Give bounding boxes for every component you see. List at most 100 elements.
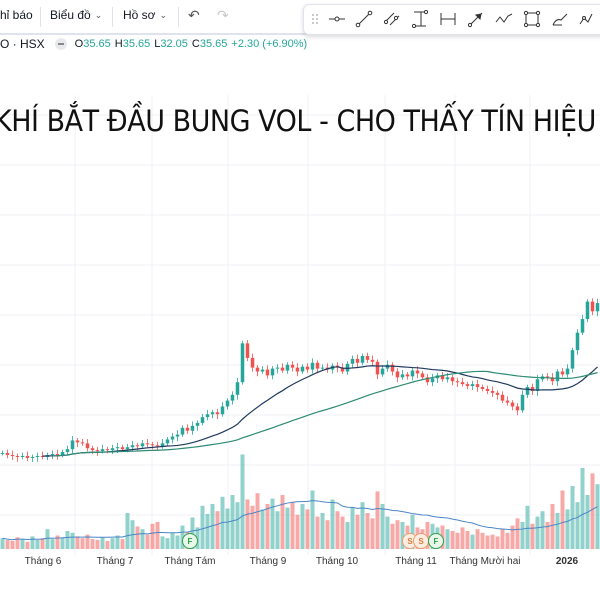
- volume-bar: [115, 535, 120, 549]
- path-icon[interactable]: [494, 10, 514, 28]
- volume-bar: [530, 523, 535, 549]
- candle-body: [555, 371, 560, 382]
- volume-bar: [535, 516, 540, 549]
- candle-body: [270, 368, 275, 376]
- candle-body: [200, 417, 205, 423]
- volume-bar: [165, 538, 170, 549]
- financial-event-marker[interactable]: F: [428, 533, 444, 549]
- price-range-icon[interactable]: [410, 9, 430, 29]
- close-value: 35.65: [199, 38, 228, 50]
- volume-bar: [545, 522, 550, 549]
- open-label: O: [74, 38, 84, 50]
- volume-bar: [520, 522, 525, 549]
- price-chart[interactable]: [0, 55, 600, 555]
- trend-line-icon[interactable]: [354, 10, 374, 28]
- candle-body: [400, 374, 405, 378]
- candle-body: [305, 366, 310, 370]
- profile-menu[interactable]: Hồ sơ ⌄: [123, 8, 167, 22]
- volume-bar: [140, 529, 145, 549]
- volume-bar: [575, 502, 580, 549]
- candle-body: [390, 364, 395, 372]
- symbol-name[interactable]: O · HSX: [0, 37, 45, 51]
- candle-body: [115, 447, 120, 449]
- volume-bar: [5, 540, 10, 549]
- candle-body: [130, 445, 135, 448]
- time-axis-label: 2026: [555, 556, 579, 567]
- rectangle-icon[interactable]: [522, 10, 542, 28]
- volume-bar: [280, 495, 285, 549]
- candle-body: [495, 392, 500, 395]
- indicators-menu[interactable]: hỉ báo: [0, 8, 33, 22]
- date-range-icon[interactable]: [438, 10, 458, 28]
- candle-body: [510, 402, 515, 407]
- candle-body: [320, 367, 325, 369]
- indicators-label: hỉ báo: [0, 8, 33, 22]
- parallel-channel-icon[interactable]: [382, 10, 402, 28]
- collapse-icon[interactable]: [54, 38, 67, 50]
- volume-bar: [155, 522, 160, 549]
- candle-body: [395, 371, 400, 378]
- volume-bar: [265, 504, 270, 549]
- volume-bar: [0, 538, 5, 549]
- chevron-down-icon: ⌄: [94, 9, 103, 20]
- candle-body: [420, 373, 425, 378]
- brush-icon[interactable]: [550, 10, 570, 28]
- candle-body: [5, 453, 10, 455]
- volume-bar: [105, 540, 110, 549]
- volume-bar: [80, 538, 85, 549]
- candle-body: [425, 377, 430, 383]
- horizontal-ray-icon[interactable]: [327, 10, 347, 28]
- volume-bar: [355, 514, 360, 549]
- volume-bar: [345, 522, 350, 549]
- candle-body: [15, 455, 20, 457]
- volume-bar: [325, 520, 330, 549]
- candle-body: [180, 427, 185, 435]
- volume-bar: [55, 535, 60, 549]
- candle-body: [370, 359, 375, 362]
- chart-menu[interactable]: Biểu đồ ⌄: [50, 8, 102, 22]
- chart-menu-label: Biểu đồ: [50, 8, 91, 22]
- low-value: 32.05: [160, 38, 188, 50]
- volume-bar: [410, 514, 415, 549]
- ma-short-line: [42, 365, 598, 457]
- split-event-marker[interactable]: S: [413, 533, 429, 549]
- volume-bar: [95, 540, 100, 549]
- arrow-icon[interactable]: [466, 10, 486, 28]
- volume-bar: [390, 523, 395, 549]
- volume-bar: [375, 491, 380, 549]
- volume-bar: [320, 513, 325, 549]
- candle-body: [80, 442, 85, 444]
- volume-bar: [485, 535, 490, 549]
- candle-body: [585, 301, 590, 320]
- undo-icon[interactable]: ↶: [188, 7, 200, 23]
- volume-bar: [215, 511, 220, 549]
- candle-body: [245, 343, 250, 358]
- time-axis-label: Tháng 11: [395, 556, 437, 567]
- volume-bar: [210, 504, 215, 549]
- drawing-toolbar: [303, 4, 600, 35]
- drag-handle-icon[interactable]: [306, 10, 326, 28]
- volume-bar: [310, 490, 315, 549]
- candle-body: [380, 368, 385, 375]
- candle-body: [155, 445, 160, 447]
- chevron-down-icon: ⌄: [159, 9, 168, 20]
- candle-body: [480, 387, 485, 389]
- volume-bar: [40, 538, 45, 549]
- volume-bar: [340, 516, 345, 549]
- candle-body: [220, 406, 225, 415]
- symbol-legend: O · HSX O 35.65 H 35.65 L 32.05 C 35.65 +2.3…: [0, 37, 311, 51]
- candle-body: [125, 447, 130, 450]
- candle-body: [490, 390, 495, 393]
- volume-bar: [135, 526, 140, 549]
- candle-body: [360, 355, 365, 363]
- volume-bar: [300, 504, 305, 549]
- volume-bar: [30, 536, 35, 549]
- financial-event-marker[interactable]: F: [182, 533, 198, 549]
- volume-bar: [445, 529, 450, 549]
- candle-body: [315, 362, 320, 369]
- pattern-icon[interactable]: [578, 10, 598, 28]
- volume-bar: [250, 505, 255, 549]
- candle-body: [415, 370, 420, 374]
- redo-icon[interactable]: ↷: [217, 7, 229, 23]
- volume-bar: [85, 534, 90, 549]
